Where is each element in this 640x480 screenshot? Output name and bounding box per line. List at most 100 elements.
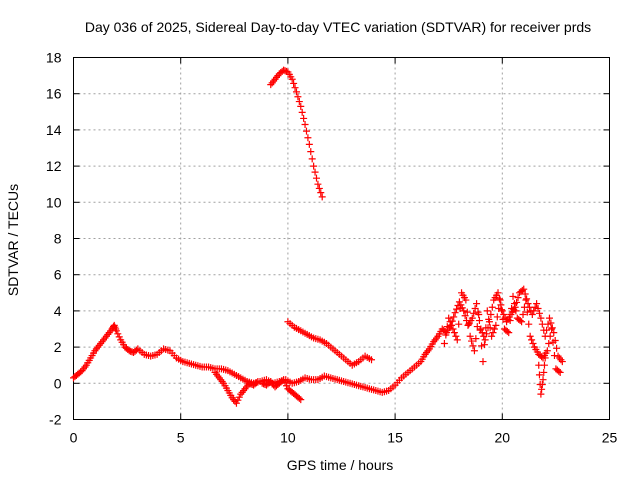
data-point <box>485 315 493 323</box>
data-point <box>528 311 536 319</box>
data-point <box>470 347 478 355</box>
data-point <box>310 162 318 170</box>
data-point <box>466 332 474 340</box>
data-point <box>529 339 537 347</box>
tick-layer: 0 5 10 15 20 25 -2 0 2 4 6 8 10 12 14 16 18 <box>46 50 618 446</box>
data-point <box>465 320 473 328</box>
data-point <box>473 300 481 308</box>
x-axis-label: GPS time / hours <box>287 457 394 473</box>
data-point <box>295 98 303 106</box>
data-point <box>541 354 549 362</box>
data-point <box>297 102 305 110</box>
data-point <box>508 304 516 312</box>
data-point <box>280 376 288 384</box>
data-point <box>545 339 553 347</box>
data-point <box>235 393 243 401</box>
data-point <box>112 327 120 335</box>
data-point <box>304 134 312 142</box>
data-point <box>533 300 541 308</box>
x-tick-label: 5 <box>177 430 185 446</box>
data-point <box>315 184 323 192</box>
data-point <box>295 394 303 402</box>
data-point <box>132 346 140 354</box>
data-point <box>496 296 504 304</box>
data-point <box>514 294 522 302</box>
data-point <box>471 304 479 312</box>
y-tick-label: 2 <box>54 339 62 355</box>
data-point <box>520 285 528 293</box>
data-point <box>509 292 517 300</box>
data-point <box>553 344 561 352</box>
data-point <box>489 329 497 337</box>
data-point <box>473 323 481 331</box>
data-point <box>282 382 290 390</box>
data-point <box>449 325 457 333</box>
data-point <box>523 295 531 303</box>
data-point <box>281 379 289 387</box>
data-point <box>252 379 260 387</box>
y-tick-label: 14 <box>46 122 62 138</box>
data-point <box>558 358 566 366</box>
data-point <box>522 296 530 304</box>
data-point <box>535 309 543 317</box>
y-tick-label: 4 <box>54 303 62 319</box>
data-point <box>477 325 485 333</box>
x-tick-label: 0 <box>70 430 78 446</box>
data-point <box>234 396 242 404</box>
data-point <box>490 325 498 333</box>
data-point <box>498 306 506 314</box>
y-tick-label: 8 <box>54 231 62 247</box>
data-point <box>525 320 533 328</box>
data-point <box>506 317 514 325</box>
data-point <box>535 371 543 379</box>
data-point <box>457 301 465 309</box>
data-point <box>548 325 556 333</box>
data-point <box>463 308 471 316</box>
data-point <box>548 324 556 332</box>
data-point <box>254 377 262 385</box>
data-point <box>518 286 526 294</box>
data-point <box>511 303 519 311</box>
data-point <box>520 303 528 311</box>
data-point <box>505 329 513 337</box>
data-point <box>523 308 531 316</box>
x-tick-label: 25 <box>602 430 618 446</box>
data-point <box>540 368 548 376</box>
data-point <box>453 336 461 344</box>
data-point <box>450 329 458 337</box>
y-tick-label: 6 <box>54 267 62 283</box>
data-point <box>547 319 555 327</box>
data-point <box>546 332 554 340</box>
data-point <box>288 75 296 83</box>
data-point <box>440 339 448 347</box>
data-point <box>468 337 476 345</box>
data-point <box>314 180 322 188</box>
data-point <box>524 300 532 308</box>
data-point <box>232 399 240 407</box>
data-point <box>475 317 483 325</box>
data-point <box>534 304 542 312</box>
data-point <box>550 329 558 337</box>
data-point <box>456 304 464 312</box>
data-point <box>503 327 511 335</box>
data-point <box>492 321 500 329</box>
data-point <box>470 309 478 317</box>
data-point <box>543 326 551 334</box>
data-point <box>298 108 306 116</box>
data-point <box>451 309 459 317</box>
data-point <box>318 193 326 201</box>
data-point <box>311 168 319 176</box>
data-point <box>539 376 547 384</box>
data-point <box>301 120 309 128</box>
chart-title: Day 036 of 2025, Sidereal Day-to-day VTE… <box>85 19 591 35</box>
data-point <box>493 313 501 321</box>
data-point <box>537 390 545 398</box>
data-point <box>488 303 496 311</box>
data-point <box>114 330 122 338</box>
data-point <box>476 326 484 334</box>
data-point <box>475 311 483 319</box>
data-point <box>307 148 315 156</box>
data-point <box>488 332 496 340</box>
